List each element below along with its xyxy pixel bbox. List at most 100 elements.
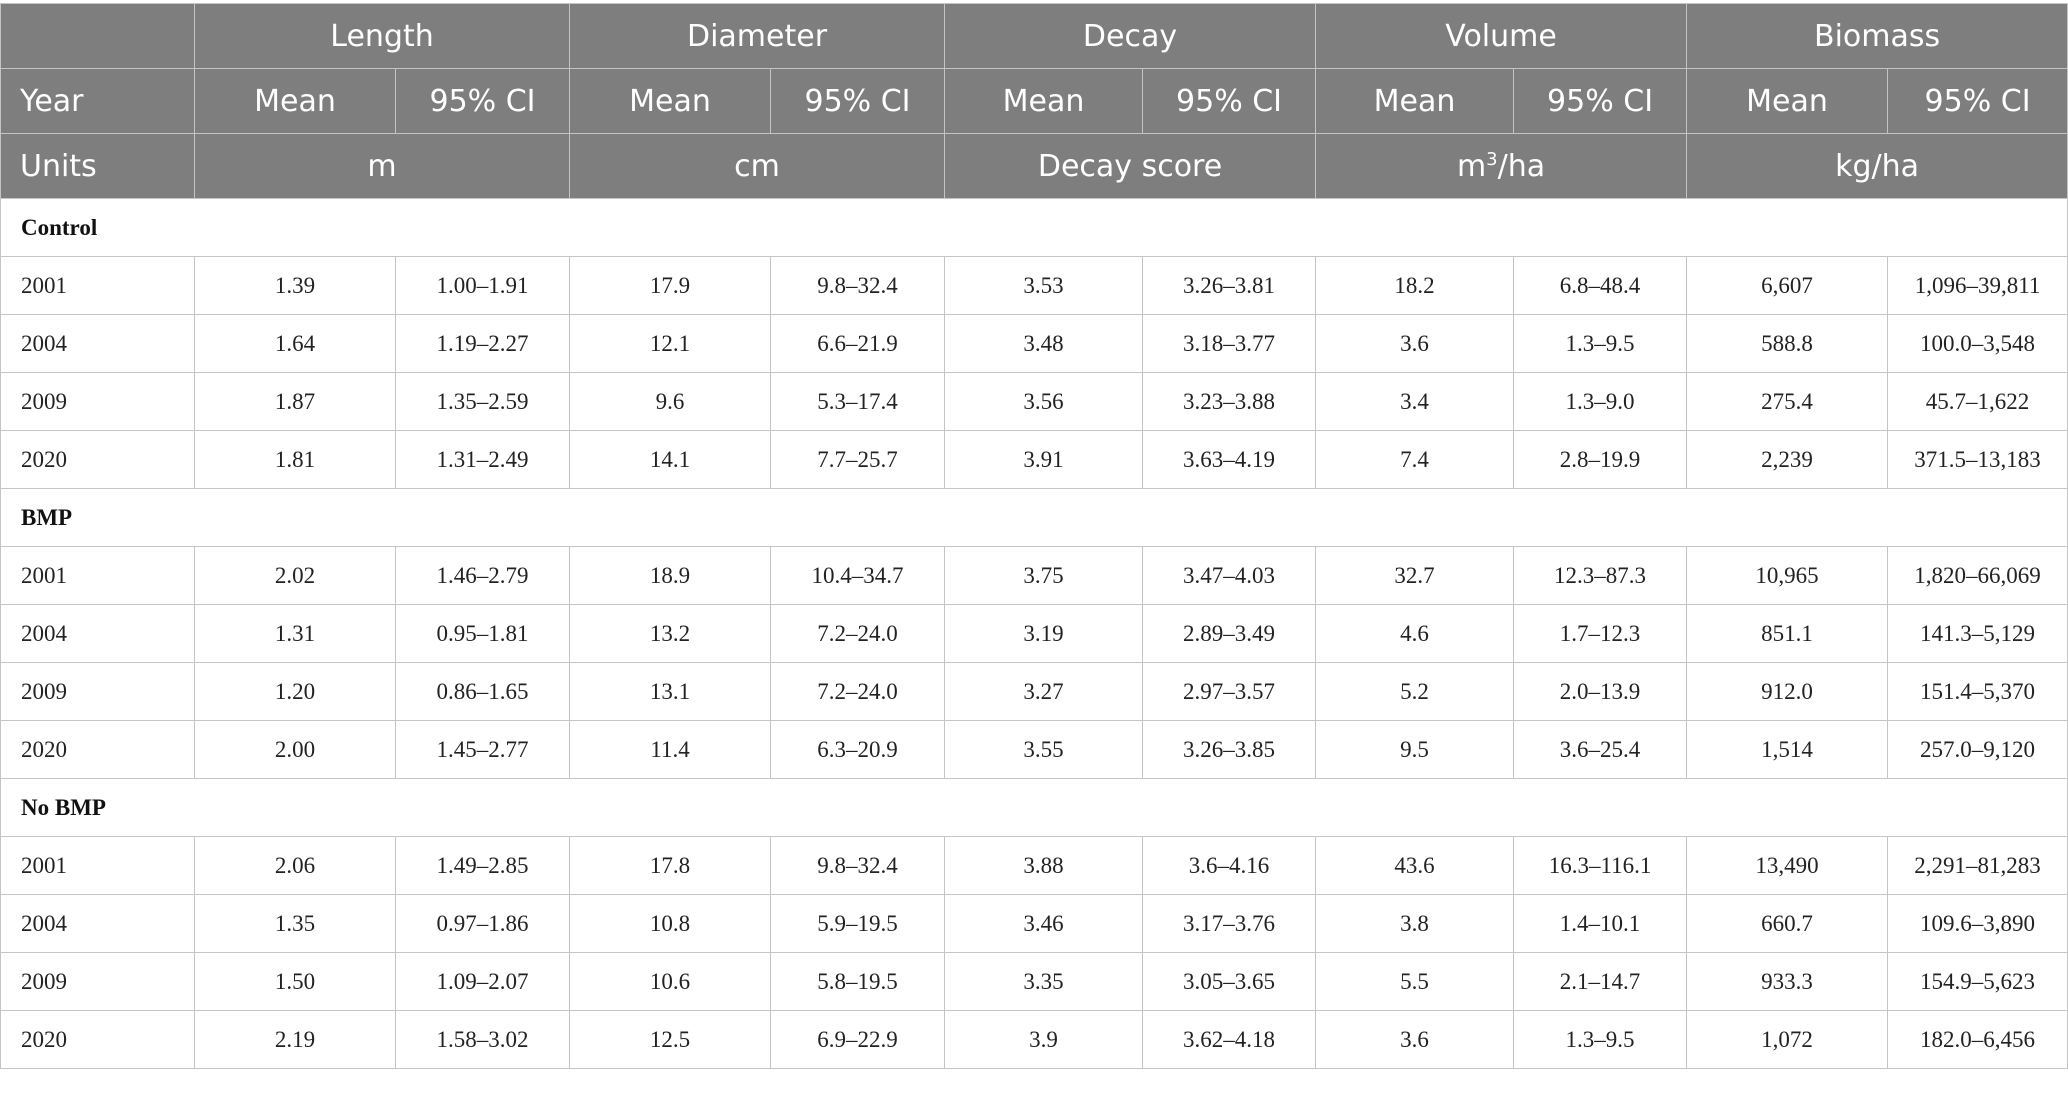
mean-cell: 10.8: [569, 894, 772, 953]
ci-cell: 2.97–3.57: [1142, 662, 1317, 721]
ci-cell: 6.6–21.9: [770, 314, 946, 373]
mean-cell: 1.31: [194, 604, 396, 663]
ci-cell: 1.7–12.3: [1513, 604, 1688, 663]
ci-cell: 1.31–2.49: [394, 430, 571, 489]
mean-cell: 1.64: [194, 314, 396, 373]
year-cell: 2004: [0, 314, 195, 373]
mean-cell: 1,072: [1686, 1010, 1889, 1069]
mean-cell: 3.75: [944, 546, 1144, 605]
ci-cell: 3.47–4.03: [1142, 546, 1317, 605]
year-cell: 2009: [0, 372, 195, 431]
year-cell: 2001: [0, 546, 195, 605]
ci-cell: 5.3–17.4: [770, 372, 946, 431]
header-decay: Decay: [944, 3, 1317, 69]
ci-cell: 141.3–5,129: [1887, 604, 2068, 663]
mean-cell: 1.50: [194, 952, 396, 1011]
mean-cell: 2.02: [194, 546, 396, 605]
ci-cell: 182.0–6,456: [1887, 1010, 2068, 1069]
mean-cell: 3.46: [944, 894, 1144, 953]
ci-cell: 7.7–25.7: [770, 430, 946, 489]
year-cell: 2009: [0, 662, 195, 721]
header-length: Length: [193, 3, 571, 69]
mean-cell: 1.81: [194, 430, 396, 489]
ci-cell: 1.19–2.27: [394, 314, 571, 373]
mean-cell: 1,514: [1686, 720, 1889, 779]
table-row: 2009 1.20 0.86–1.65 13.1 7.2–24.0 3.27 2.97–3.…: [0, 662, 2068, 721]
table-row: 2001 2.02 1.46–2.79 18.9 10.4–34.7 3.75 3.47–4…: [0, 546, 2068, 605]
mean-cell: 13.1: [569, 662, 772, 721]
header-row-units: Units m cm Decay score m3/ha kg/ha: [0, 133, 2068, 199]
mean-cell: 18.9: [569, 546, 772, 605]
mean-cell: 3.8: [1315, 894, 1515, 953]
header-volume-mean: Mean: [1315, 68, 1515, 134]
unit-length: m: [193, 133, 571, 199]
mean-cell: 588.8: [1686, 314, 1889, 373]
mean-cell: 3.56: [944, 372, 1144, 431]
header-length-ci: 95% CI: [394, 68, 571, 134]
mean-cell: 7.4: [1315, 430, 1515, 489]
year-cell: 2001: [0, 836, 195, 895]
ci-cell: 2,291–81,283: [1887, 836, 2068, 895]
mean-cell: 1.39: [194, 256, 396, 315]
mean-cell: 3.27: [944, 662, 1144, 721]
mean-cell: 912.0: [1686, 662, 1889, 721]
mean-cell: 13.2: [569, 604, 772, 663]
ci-cell: 1.09–2.07: [394, 952, 571, 1011]
header-row-variables: Length Diameter Decay Volume Biomass: [0, 3, 2068, 69]
ci-cell: 3.17–3.76: [1142, 894, 1317, 953]
ci-cell: 371.5–13,183: [1887, 430, 2068, 489]
mean-cell: 12.1: [569, 314, 772, 373]
ci-cell: 10.4–34.7: [770, 546, 946, 605]
ci-cell: 1.3–9.0: [1513, 372, 1688, 431]
ci-cell: 100.0–3,548: [1887, 314, 2068, 373]
ci-cell: 257.0–9,120: [1887, 720, 2068, 779]
ci-cell: 16.3–116.1: [1513, 836, 1688, 895]
year-cell: 2004: [0, 604, 195, 663]
ci-cell: 6.3–20.9: [770, 720, 946, 779]
mean-cell: 4.6: [1315, 604, 1515, 663]
ci-cell: 3.6–25.4: [1513, 720, 1688, 779]
ci-cell: 3.6–4.16: [1142, 836, 1317, 895]
mean-cell: 9.5: [1315, 720, 1515, 779]
ci-cell: 9.8–32.4: [770, 256, 946, 315]
mean-cell: 3.6: [1315, 314, 1515, 373]
mean-cell: 2.19: [194, 1010, 396, 1069]
mean-cell: 2.00: [194, 720, 396, 779]
group-row: No BMP: [0, 778, 2068, 837]
mean-cell: 1.87: [194, 372, 396, 431]
ci-cell: 5.9–19.5: [770, 894, 946, 953]
mean-cell: 660.7: [1686, 894, 1889, 953]
ci-cell: 7.2–24.0: [770, 604, 946, 663]
group-label: Control: [0, 198, 2068, 257]
mean-cell: 14.1: [569, 430, 772, 489]
ci-cell: 2.89–3.49: [1142, 604, 1317, 663]
header-diameter-ci: 95% CI: [770, 68, 946, 134]
ci-cell: 3.63–4.19: [1142, 430, 1317, 489]
header-diameter-mean: Mean: [569, 68, 772, 134]
table-row: 2004 1.64 1.19–2.27 12.1 6.6–21.9 3.48 3.18–3.…: [0, 314, 2068, 373]
mean-cell: 11.4: [569, 720, 772, 779]
header-biomass-mean: Mean: [1686, 68, 1889, 134]
table-header: Length Diameter Decay Volume Biomass Yea…: [0, 3, 2068, 199]
group-label: No BMP: [0, 778, 2068, 837]
group-row: BMP: [0, 488, 2068, 547]
header-corner: [0, 3, 195, 69]
header-biomass-ci: 95% CI: [1887, 68, 2068, 134]
year-cell: 2004: [0, 894, 195, 953]
table-row: 2020 2.19 1.58–3.02 12.5 6.9–22.9 3.9 3.62–4.1…: [0, 1010, 2068, 1069]
ci-cell: 1.46–2.79: [394, 546, 571, 605]
ci-cell: 109.6–3,890: [1887, 894, 2068, 953]
header-diameter: Diameter: [569, 3, 946, 69]
table-body: Control 2001 1.39 1.00–1.91 17.9 9.8–32.4 3.53…: [0, 198, 2068, 1069]
mean-cell: 3.35: [944, 952, 1144, 1011]
unit-volume: m3/ha: [1315, 133, 1688, 199]
header-biomass: Biomass: [1686, 3, 2068, 69]
ci-cell: 6.9–22.9: [770, 1010, 946, 1069]
year-cell: 2001: [0, 256, 195, 315]
header-units-label: Units: [0, 133, 195, 199]
mean-cell: 32.7: [1315, 546, 1515, 605]
header-volume-ci: 95% CI: [1513, 68, 1688, 134]
mean-cell: 17.8: [569, 836, 772, 895]
mean-cell: 3.9: [944, 1010, 1144, 1069]
ci-cell: 151.4–5,370: [1887, 662, 2068, 721]
